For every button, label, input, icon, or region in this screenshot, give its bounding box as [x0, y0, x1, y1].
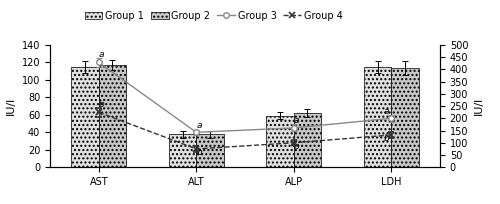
Bar — [391, 69, 418, 167]
Text: b: b — [294, 142, 300, 151]
Text: b: b — [99, 100, 104, 109]
Y-axis label: IU/l: IU/l — [474, 97, 484, 115]
Bar — [99, 65, 126, 167]
Bar — [266, 116, 294, 167]
Bar — [72, 67, 99, 167]
Bar — [364, 67, 391, 167]
Text: a: a — [384, 106, 389, 115]
Text: b: b — [384, 134, 389, 143]
Bar — [294, 113, 321, 167]
Bar — [169, 134, 196, 167]
Legend: Group 1, Group 2, Group 3, Group 4: Group 1, Group 2, Group 3, Group 4 — [81, 7, 346, 25]
Text: a: a — [99, 50, 104, 59]
Bar — [196, 134, 224, 167]
Text: a: a — [294, 116, 300, 125]
Y-axis label: IU/l: IU/l — [6, 97, 16, 115]
Text: b: b — [196, 148, 202, 157]
Text: a: a — [196, 121, 202, 130]
